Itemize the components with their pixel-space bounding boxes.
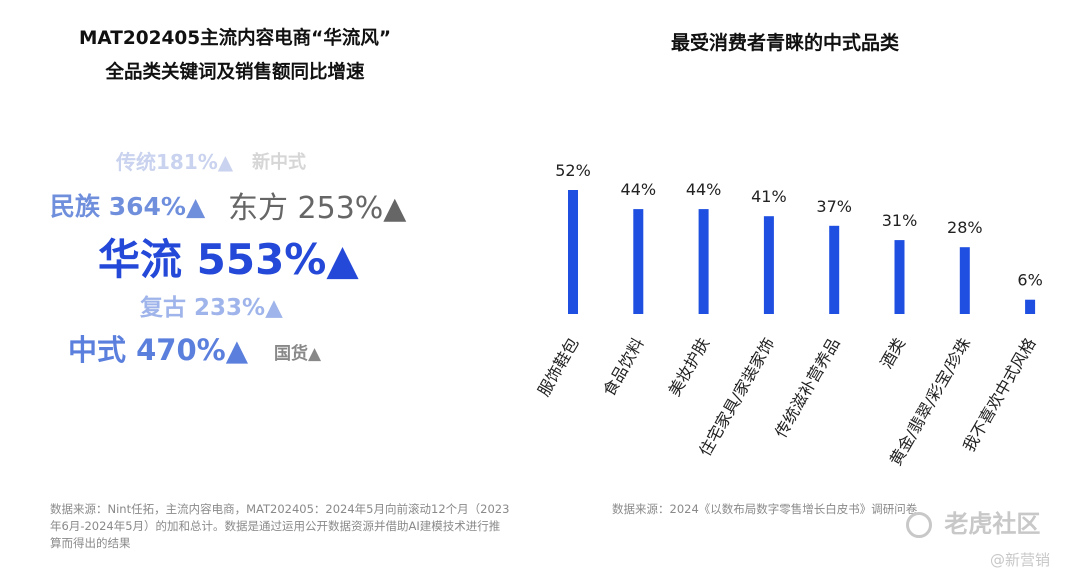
left-chart-title: MAT202405主流内容电商“华流风” 全品类关键词及销售额同比增速 (40, 22, 430, 90)
bar-0 (568, 190, 578, 314)
left-source-note: 数据来源：Nint任拓，主流内容电商，MAT202405：2024年5月向前滚动… (50, 502, 510, 550)
watermark-main-text: 老虎社区 (944, 510, 1041, 538)
keyword-minzu: 民族 364%▲ (50, 192, 206, 221)
bar-4 (829, 225, 840, 314)
bar-7 (1025, 299, 1036, 314)
bar-1 (633, 209, 644, 314)
left-title-line2: 全品类关键词及销售额同比增速 (105, 62, 365, 83)
value-label-7: 6% (1017, 271, 1042, 290)
keyword-chuantong: 传统181%▲ (116, 150, 234, 174)
watermark-logo: 老虎社区 (906, 504, 1040, 539)
category-label-0: 服饰鞋包 (534, 335, 582, 400)
keyword-zhongshi: 中式 470%▲ (68, 333, 248, 367)
category-label-7: 我不喜欢中式风格 (959, 335, 1039, 455)
bar-6 (959, 247, 970, 314)
category-label-5: 酒类 (877, 335, 909, 372)
bar-2 (698, 209, 709, 314)
tiger-icon (906, 512, 932, 538)
category-label-1: 食品饮料 (599, 335, 647, 400)
value-label-3: 41% (751, 187, 787, 206)
bar-5 (894, 240, 905, 314)
keyword-hualiu: 华流 553%▲ (98, 235, 359, 284)
keyword-fugu: 复古 233%▲ (140, 295, 283, 321)
category-label-4: 传统滋补营养品 (771, 335, 843, 442)
value-label-0: 52% (555, 161, 591, 180)
chart-title: 最受消费者青睐的中式品类 (670, 32, 899, 54)
value-label-1: 44% (621, 180, 657, 199)
category-label-2: 美妆护肤 (665, 335, 713, 400)
keyword-guohuo: 国货▲ (274, 344, 322, 364)
right-source-note: 数据来源：2024《以数布局数字零售增长白皮书》调研问卷 (612, 502, 918, 516)
value-label-2: 44% (686, 180, 722, 199)
bar-3 (763, 216, 774, 314)
left-title-line1: MAT202405主流内容电商“华流风” (79, 28, 391, 49)
value-label-4: 37% (816, 197, 852, 216)
keyword-xinzhongshi: 新中式 (252, 152, 306, 173)
value-label-6: 28% (947, 218, 983, 237)
value-label-5: 31% (882, 211, 918, 230)
watermark-sub: @新营销 (990, 551, 1051, 569)
keyword-dongfang: 东方 253%▲ (228, 191, 407, 226)
